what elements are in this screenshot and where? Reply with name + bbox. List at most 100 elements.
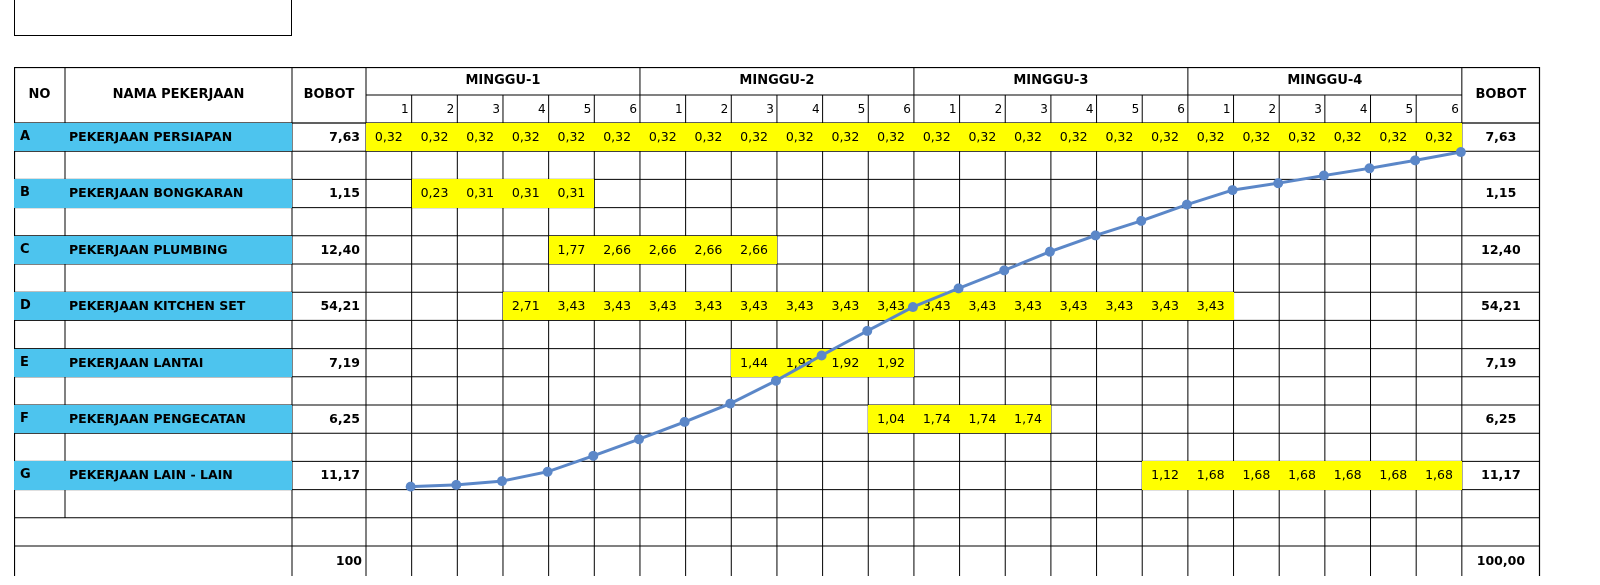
task-progress-cell: 3,43 bbox=[1187, 292, 1234, 321]
task-progress-cell: 0,32 bbox=[594, 123, 640, 152]
week-header: MINGGU-3 bbox=[1013, 73, 1089, 88]
day-header: 6 bbox=[1177, 102, 1185, 116]
task-code: E bbox=[14, 348, 65, 377]
task-progress-cell: 2,66 bbox=[685, 235, 732, 264]
day-header: 2 bbox=[446, 102, 455, 116]
task-bobot-right: 6,25 bbox=[1485, 411, 1517, 426]
s-curve-point bbox=[405, 481, 416, 492]
day-header: 3 bbox=[766, 102, 774, 116]
task-progress-cell: 0,32 bbox=[502, 123, 549, 152]
task-code: F bbox=[14, 405, 65, 434]
day-header: 4 bbox=[537, 102, 546, 116]
task-progress-cell: 0,32 bbox=[685, 123, 732, 152]
s-curve-point bbox=[953, 283, 964, 294]
task-progress-cell: 0,32 bbox=[731, 123, 777, 152]
task-progress-cell: 1,74 bbox=[1005, 405, 1051, 434]
day-header: 1 bbox=[1222, 102, 1231, 116]
task-progress-cell: 3,43 bbox=[639, 292, 686, 321]
task-progress-cell: 3,43 bbox=[548, 292, 595, 321]
task-name: PEKERJAAN PERSIAPAN bbox=[65, 123, 292, 152]
task-bobot: 1,15 bbox=[329, 185, 360, 201]
task-progress-cell: 1,68 bbox=[1233, 461, 1280, 490]
task-name: PEKERJAAN PENGECATAN bbox=[65, 405, 292, 434]
total-bobot: 100 bbox=[335, 553, 362, 568]
task-progress-cell: 1,12 bbox=[1142, 461, 1188, 490]
task-progress-cell: 3,43 bbox=[1050, 292, 1097, 321]
s-curve-point bbox=[679, 416, 690, 427]
title-box bbox=[14, 0, 292, 36]
task-progress-cell: 3,43 bbox=[685, 292, 732, 321]
total-bobot-right: 100,00 bbox=[1476, 553, 1526, 568]
week-header: MINGGU-1 bbox=[465, 73, 541, 88]
grid-lines bbox=[14, 67, 1541, 576]
s-curve-point bbox=[1318, 170, 1329, 181]
task-bobot-right: 54,21 bbox=[1481, 298, 1521, 314]
day-header: 4 bbox=[811, 102, 820, 116]
task-progress-cell: 0,32 bbox=[1279, 123, 1325, 152]
task-bobot: 11,17 bbox=[320, 467, 360, 483]
task-bobot-right: 1,15 bbox=[1485, 185, 1517, 201]
s-curve-point bbox=[999, 265, 1010, 276]
header-bobot-right: BOBOT bbox=[1475, 87, 1527, 102]
task-progress-cell: 0,32 bbox=[411, 123, 458, 152]
task-progress-cell: 1,68 bbox=[1416, 461, 1462, 490]
s-curve-point bbox=[1273, 178, 1284, 189]
s-curve-point bbox=[725, 398, 736, 409]
task-progress-cell: 0,32 bbox=[1050, 123, 1097, 152]
task-progress-cell: 0,32 bbox=[776, 123, 823, 152]
s-curve-line bbox=[410, 150, 1462, 489]
task-bobot: 7,19 bbox=[329, 354, 360, 370]
day-header: 4 bbox=[1359, 102, 1368, 116]
task-name: PEKERJAAN BONGKARAN bbox=[65, 179, 292, 208]
task-bobot: 7,63 bbox=[329, 129, 360, 144]
task-bobot: 54,21 bbox=[320, 298, 360, 314]
task-progress-cell: 0,31 bbox=[457, 179, 503, 208]
s-curve-point bbox=[1090, 230, 1101, 241]
s-curve-point bbox=[1136, 215, 1147, 226]
s-curve-point bbox=[770, 375, 781, 386]
task-code: G bbox=[14, 461, 65, 490]
s-curve-point bbox=[1227, 185, 1238, 196]
task-progress-cell: 0,32 bbox=[868, 123, 914, 152]
day-header: 1 bbox=[948, 102, 957, 116]
day-header: 3 bbox=[492, 102, 500, 116]
task-progress-cell: 0,32 bbox=[1187, 123, 1234, 152]
s-curve-point bbox=[542, 466, 553, 477]
task-code: A bbox=[14, 123, 65, 152]
task-progress-cell: 1,44 bbox=[731, 348, 777, 377]
s-curve-point bbox=[1364, 163, 1375, 174]
s-curve-point bbox=[1181, 199, 1192, 210]
task-progress-cell: 3,43 bbox=[868, 292, 914, 321]
schedule-sheet: NO NAMA PEKERJAAN BOBOT BOBOT MINGGU-1 1 2 3 4 5 6… bbox=[14, 67, 1554, 585]
task-progress-cell: 0,32 bbox=[1233, 123, 1280, 152]
s-curve-point bbox=[862, 325, 873, 336]
task-name: PEKERJAAN LAIN - LAIN bbox=[65, 461, 292, 490]
task-progress-cell: 2,66 bbox=[639, 235, 686, 264]
task-name: PEKERJAAN KITCHEN SET bbox=[65, 292, 292, 321]
task-bobot: 6,25 bbox=[329, 411, 360, 426]
task-progress-cell: 1,92 bbox=[776, 348, 823, 377]
task-progress-cell: 0,31 bbox=[548, 179, 595, 208]
day-header: 1 bbox=[674, 102, 683, 116]
task-progress-cell: 3,43 bbox=[959, 292, 1006, 321]
day-header: 5 bbox=[857, 102, 866, 116]
task-progress-cell: 0,32 bbox=[959, 123, 1006, 152]
task-progress-cell: 0,32 bbox=[548, 123, 595, 152]
task-progress-cell: 2,66 bbox=[594, 235, 640, 264]
header-name: NAMA PEKERJAAN bbox=[112, 87, 245, 102]
day-header: 6 bbox=[903, 102, 911, 116]
task-progress-cell: 0,32 bbox=[1416, 123, 1462, 152]
task-progress-cell: 0,32 bbox=[457, 123, 503, 152]
day-header: 4 bbox=[1085, 102, 1094, 116]
task-progress-cell: 0,23 bbox=[411, 179, 458, 208]
task-progress-cell: 0,32 bbox=[1005, 123, 1051, 152]
day-header: 5 bbox=[583, 102, 592, 116]
s-curve-point bbox=[907, 302, 918, 313]
s-curve-point bbox=[633, 434, 644, 445]
day-header: 3 bbox=[1314, 102, 1322, 116]
week-header: MINGGU-2 bbox=[739, 73, 815, 88]
task-progress-cell: 2,71 bbox=[502, 292, 549, 321]
task-progress-cell: 1,74 bbox=[913, 405, 960, 434]
week-header: MINGGU-4 bbox=[1287, 73, 1363, 88]
day-header: 6 bbox=[1451, 102, 1459, 116]
